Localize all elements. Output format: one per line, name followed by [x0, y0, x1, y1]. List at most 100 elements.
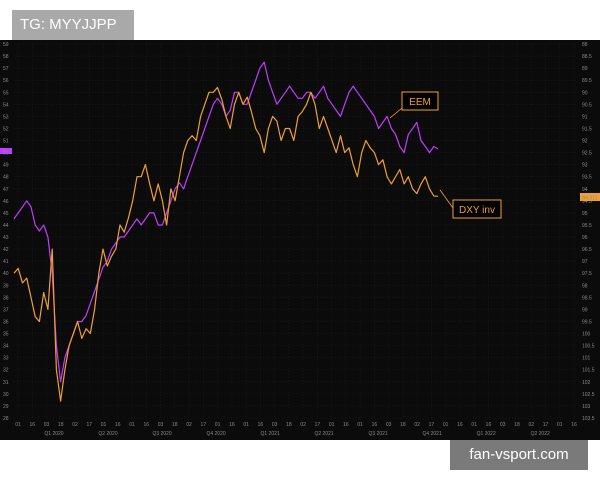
left-current-marker: 50.: [0, 148, 12, 155]
right-tick-label: 99: [582, 307, 588, 313]
quarter-label: Q3 2020: [152, 431, 171, 437]
x-tick-label: 01: [15, 422, 21, 428]
left-tick-label: 43: [3, 235, 9, 241]
left-tick-label: 51: [3, 139, 9, 145]
quarter-label: Q2 2022: [531, 431, 550, 437]
quarter-label: Q1 2021: [260, 431, 279, 437]
right-tick-label: 88.5: [582, 54, 592, 60]
right-tick-label: 94: [582, 187, 588, 193]
x-tick-label: 01: [215, 422, 221, 428]
x-tick-label: 01: [243, 422, 249, 428]
x-tick-label: 03: [158, 422, 164, 428]
series-layer: [13, 61, 439, 402]
right-last-value-badge: 94.311: [580, 193, 600, 202]
left-tick-label: 45: [3, 211, 9, 217]
left-tick-label: 57: [3, 66, 9, 72]
right-tick-label: 91.5: [582, 126, 592, 132]
legend-eem-pointer: [389, 107, 403, 119]
legend-dxy-box: [452, 199, 502, 219]
eem-vs-dxy-chart: 5958575655545352515049484746454443424140…: [0, 42, 600, 437]
left-tick-label: 47: [3, 187, 9, 193]
x-tick-label: 17: [315, 422, 321, 428]
x-tick-label: 18: [514, 422, 520, 428]
left-tick-label: 28: [3, 416, 9, 422]
left-tick-label: 29: [3, 404, 9, 410]
left-tick-label: 55: [3, 90, 9, 96]
dxy-inv-line: [13, 86, 439, 402]
left-tick-label: 35: [3, 332, 9, 338]
x-tick-label: 16: [258, 422, 264, 428]
x-tick-label: 03: [386, 422, 392, 428]
left-tick-label: 33: [3, 356, 9, 362]
x-tick-label: 16: [115, 422, 121, 428]
x-tick-label: 18: [172, 422, 178, 428]
right-tick-label: 98.5: [582, 295, 592, 301]
watermark-top: TG: MYYJJPP: [12, 10, 134, 40]
x-tick-label: 03: [272, 422, 278, 428]
left-tick-label: 41: [3, 259, 9, 265]
left-tick-label: 58: [3, 54, 9, 60]
quarter-label: Q4 2020: [206, 431, 225, 437]
quarter-label: Q2 2021: [315, 431, 334, 437]
right-tick-label: 99.5: [582, 319, 592, 325]
x-tick-label: 18: [400, 422, 406, 428]
x-tick-label: 16: [144, 422, 150, 428]
left-tick-label: 34: [3, 344, 9, 350]
x-tick-label: 17: [429, 422, 435, 428]
x-tick-label: 16: [372, 422, 378, 428]
left-tick-label: 59: [3, 42, 9, 48]
right-tick-label: 89: [582, 66, 588, 72]
right-tick-label: 93: [582, 163, 588, 169]
left-tick-label: 48: [3, 175, 9, 181]
x-tick-label: 01: [443, 422, 449, 428]
right-tick-label: 98: [582, 283, 588, 289]
left-axis: 5958575655545352515049484746454443424140…: [3, 42, 9, 422]
x-tick-label: 18: [286, 422, 292, 428]
right-tick-label: 101: [582, 356, 591, 362]
x-tick-label: 02: [72, 422, 78, 428]
x-tick-label: 01: [357, 422, 363, 428]
x-tick-label: 02: [528, 422, 534, 428]
x-tick-label: 03: [500, 422, 506, 428]
right-tick-label: 90: [582, 90, 588, 96]
legend: EEM DXY inv: [389, 91, 502, 219]
x-tick-label: 03: [44, 422, 50, 428]
right-tick-label: 92: [582, 139, 588, 145]
right-tick-label: 97.5: [582, 271, 592, 277]
right-last-value: 94.311: [583, 196, 598, 202]
left-tick-label: 53: [3, 114, 9, 120]
quarter-label: Q1 2020: [44, 431, 63, 437]
quarter-label: Q3 2021: [369, 431, 388, 437]
quarter-label: Q1 2022: [477, 431, 496, 437]
gridlines: [14, 43, 578, 419]
left-tick-label: 46: [3, 199, 9, 205]
x-tick-label: 16: [486, 422, 492, 428]
x-tick-label: 16: [457, 422, 463, 428]
x-tick-label: 17: [87, 422, 93, 428]
x-tick-label: 01: [129, 422, 135, 428]
right-tick-label: 91: [582, 114, 588, 120]
right-tick-label: 89.5: [582, 78, 592, 84]
right-tick-label: 102: [582, 380, 591, 386]
x-tick-label: 17: [543, 422, 549, 428]
left-tick-label: 39: [3, 283, 9, 289]
right-tick-label: 95: [582, 211, 588, 217]
right-tick-label: 102.5: [582, 392, 595, 398]
x-tick-label: 02: [300, 422, 306, 428]
legend-dxy-label: DXY inv: [459, 205, 495, 216]
right-tick-label: 92.5: [582, 151, 592, 157]
left-tick-label: 56: [3, 78, 9, 84]
right-tick-label: 96: [582, 235, 588, 241]
watermark-bottom: fan-vsport.com: [450, 440, 588, 470]
left-tick-label: 31: [3, 380, 9, 386]
x-tick-label: 01: [557, 422, 563, 428]
left-tick-label: 30: [3, 392, 9, 398]
x-tick-label: 01: [101, 422, 107, 428]
x-tick-label: 16: [343, 422, 349, 428]
legend-eem-box: [401, 91, 439, 111]
x-tick-label: 16: [29, 422, 35, 428]
legend-dxy-pointer: [439, 189, 454, 209]
right-tick-label: 103.5: [582, 416, 595, 422]
right-tick-label: 97: [582, 259, 588, 265]
x-tick-label: 02: [414, 422, 420, 428]
